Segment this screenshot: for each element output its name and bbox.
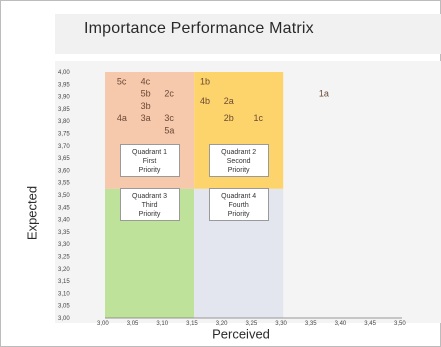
y-tick-label: 3,60: [58, 168, 70, 174]
y-tick-label: 3,95: [58, 82, 70, 88]
data-point-label: 2a: [224, 96, 234, 106]
x-tick-label: 3,25: [246, 321, 258, 327]
data-point-label: 2c: [164, 89, 174, 99]
quadrant-q3-label-box: Quadrant 3 Third Priority: [119, 187, 180, 221]
quadrant-label-line: Priority: [138, 166, 161, 174]
data-point-label: 2b: [224, 113, 234, 123]
x-tick-label: 3,40: [335, 321, 347, 327]
data-point-label: 5c: [117, 76, 127, 86]
x-tick-label: 3,35: [305, 321, 317, 327]
y-tick-label: 3,30: [58, 242, 70, 248]
data-point-label: 3c: [164, 113, 174, 123]
data-point-label: 4c: [141, 76, 151, 86]
y-tick-label: 3,65: [58, 156, 70, 162]
data-point-label: 5b: [141, 89, 151, 99]
x-axis-label: Perceived: [212, 326, 270, 342]
x-tick-label: 3,45: [364, 321, 376, 327]
y-tick-label: 3,25: [58, 255, 70, 261]
quadrant-label-line: Quadrant 2: [221, 148, 257, 156]
y-tick-label: 3,35: [58, 230, 70, 236]
x-tick-label: 3,30: [275, 321, 287, 327]
data-point-label: 1c: [254, 113, 264, 123]
y-tick-label: 3,10: [58, 291, 70, 297]
y-tick-label: 3,90: [58, 95, 70, 101]
data-point-label: 4a: [117, 113, 127, 123]
y-tick-label: 3,55: [58, 181, 70, 187]
data-point-label: 1b: [200, 76, 210, 86]
quadrant-label-line: Second: [226, 157, 251, 165]
data-point-label: 1a: [319, 89, 329, 99]
data-point-label: 3a: [141, 113, 151, 123]
y-tick-label: 3,05: [58, 304, 70, 310]
y-tick-label: 3,15: [58, 279, 70, 285]
quadrant-q4-label-box: Quadrant 4 Fourth Priority: [208, 187, 269, 221]
y-tick-label: 3,40: [58, 218, 70, 224]
title-band: [55, 14, 441, 54]
y-tick-label: 3,00: [58, 316, 70, 322]
quadrant-label-line: Third: [141, 201, 158, 209]
quadrant-q2-label-box: Quadrant 2 Second Priority: [208, 143, 269, 177]
y-tick-label: 3,75: [58, 132, 70, 138]
x-tick-label: 3,50: [394, 321, 406, 327]
quadrant-label-line: Quadrant 3: [132, 192, 168, 200]
data-point-label: 5a: [164, 126, 174, 136]
y-tick-label: 3,70: [58, 144, 70, 150]
quadrant-label-line: Fourth: [228, 201, 249, 209]
y-tick-label: 3,50: [58, 193, 70, 199]
quadrant-label-line: First: [142, 157, 157, 165]
data-point-label: 3b: [141, 101, 151, 111]
data-point-label: 4b: [200, 96, 210, 106]
quadrant-label-line: Priority: [138, 210, 161, 218]
x-tick-label: 3,10: [156, 321, 168, 327]
quadrant-label-line: Priority: [227, 166, 250, 174]
y-tick-label: 3,20: [58, 267, 70, 273]
quadrant-label-line: Quadrant 4: [221, 192, 257, 200]
quadrant-label-line: Priority: [227, 210, 250, 218]
x-tick-label: 3,00: [97, 321, 109, 327]
y-tick-label: 4,00: [58, 70, 70, 76]
x-tick-label: 3,15: [186, 321, 198, 327]
chart-title: Importance Performance Matrix: [84, 20, 314, 37]
y-tick-label: 3,45: [58, 205, 70, 211]
y-tick-label: 3,85: [58, 107, 70, 113]
x-tick-label: 3,20: [216, 321, 228, 327]
x-tick-label: 3,05: [127, 321, 139, 327]
quadrant-label-line: Quadrant 1: [132, 148, 168, 156]
quadrant-q1-label-box: Quadrant 1 First Priority: [119, 143, 180, 177]
y-tick-label: 3,80: [58, 119, 70, 125]
